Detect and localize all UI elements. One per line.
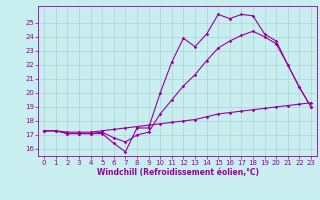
X-axis label: Windchill (Refroidissement éolien,°C): Windchill (Refroidissement éolien,°C) — [97, 168, 259, 177]
